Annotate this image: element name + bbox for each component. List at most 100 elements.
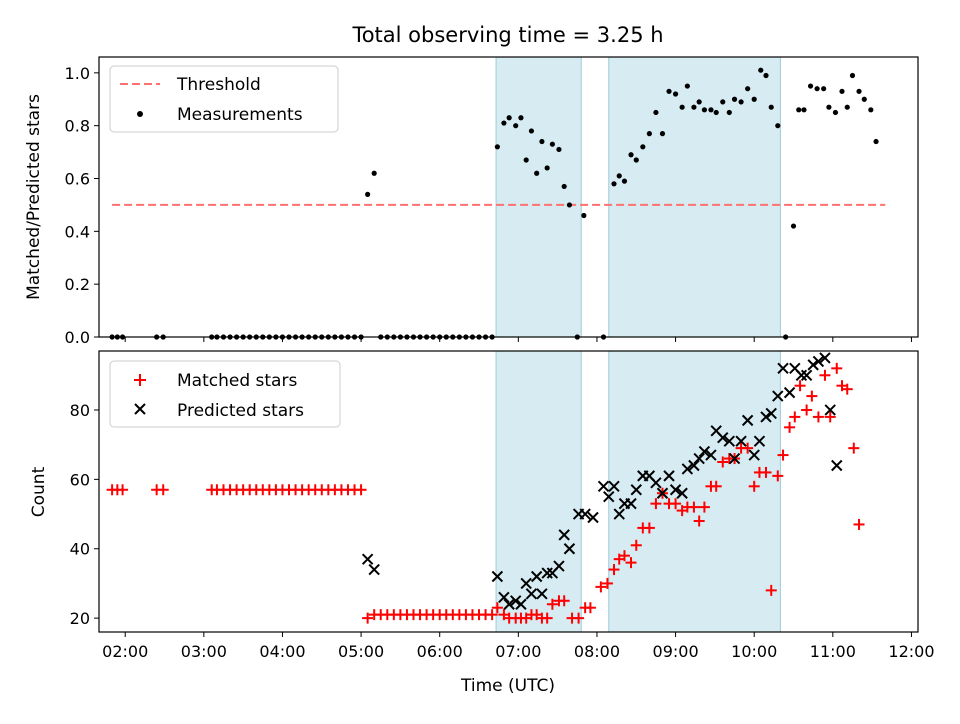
measurement-point xyxy=(696,99,702,105)
matched-star-point xyxy=(824,411,836,423)
matched-star-point xyxy=(841,383,853,395)
predicted-star-point xyxy=(597,480,610,493)
measurement-point xyxy=(659,131,666,137)
matched-star-point xyxy=(584,602,596,614)
x-tick-label: 07:00 xyxy=(495,642,541,661)
matched-star-point xyxy=(765,584,777,596)
predicted-star-point xyxy=(688,459,700,472)
predicted-star-point xyxy=(795,369,808,381)
matched-star-point xyxy=(117,484,129,496)
measurement-point xyxy=(556,146,562,153)
measurement-point xyxy=(494,144,500,150)
predicted-star-point xyxy=(525,588,538,600)
predicted-star-point xyxy=(728,452,741,465)
measurement-point xyxy=(873,138,879,145)
measurement-point xyxy=(861,96,867,102)
measurement-point xyxy=(856,88,862,94)
bottom-ylabel: Count xyxy=(29,466,49,517)
predicted-star-point xyxy=(491,570,504,583)
measurements-legend-swatch xyxy=(137,111,143,117)
observing-window-band xyxy=(495,350,582,633)
predicted-star-point xyxy=(760,411,772,423)
matched-star-point xyxy=(819,369,831,381)
measurement-point xyxy=(708,107,714,113)
matched-star-point xyxy=(717,456,729,468)
matched-legend-swatch xyxy=(134,374,146,386)
matched-star-point xyxy=(618,550,630,562)
x-tick-label: 03:00 xyxy=(181,642,227,661)
predicted-star-point xyxy=(705,449,717,461)
measurement-point xyxy=(616,173,622,179)
measurement-point xyxy=(640,144,646,150)
matched-star-point xyxy=(710,480,722,492)
legend-threshold: Threshold xyxy=(176,75,261,95)
predicted-star-point xyxy=(587,511,599,524)
predicted-star-point xyxy=(753,435,766,447)
measurement-point xyxy=(621,178,628,184)
predicted-star-point xyxy=(698,445,711,458)
top-axes-frame xyxy=(98,56,919,338)
y-tick-label: 80 xyxy=(70,401,90,420)
measurement-point xyxy=(539,138,545,145)
measurement-point xyxy=(544,165,550,171)
matched-star-point xyxy=(698,501,710,513)
y-tick-label: 0.8 xyxy=(65,117,90,136)
matched-star-point xyxy=(777,449,789,461)
measurement-point xyxy=(679,104,685,110)
measurement-point xyxy=(720,99,726,105)
predicted-star-point xyxy=(807,359,819,371)
y-tick-label: 0.6 xyxy=(65,170,90,189)
matched-star-point xyxy=(693,515,705,527)
measurement-point xyxy=(849,72,856,79)
measurement-point xyxy=(628,152,634,158)
matched-star-point xyxy=(812,411,824,423)
predicted-star-point xyxy=(503,598,515,610)
y-tick-label: 0.4 xyxy=(65,222,90,241)
ratio-panel: 0.0 0.2 0.4 0.6 0.8 1.0 Matched/Predicted sta… xyxy=(24,56,919,347)
predicted-star-point xyxy=(669,484,682,496)
matched-star-point xyxy=(491,602,503,614)
matched-star-point xyxy=(546,598,558,610)
measurement-point xyxy=(821,86,827,92)
predicted-star-point xyxy=(520,577,532,590)
matched-star-point xyxy=(558,595,570,607)
x-tick-label: 04:00 xyxy=(259,642,305,661)
matched-star-point xyxy=(630,539,642,551)
measurement-point xyxy=(839,88,845,94)
measurement-point xyxy=(611,181,617,187)
measurement-point xyxy=(549,141,555,147)
predicted-legend-swatch xyxy=(134,403,146,415)
measurement-point xyxy=(691,104,697,110)
predicted-star-point xyxy=(656,487,669,499)
matched-star-point xyxy=(573,612,585,624)
predicted-star-point xyxy=(693,452,705,465)
observing-window-band xyxy=(608,56,781,338)
matched-star-point xyxy=(848,442,860,454)
predicted-star-point xyxy=(563,543,576,555)
predicted-star-point xyxy=(553,560,565,572)
x-tick-label: 11:00 xyxy=(810,642,856,661)
y-tick-label: 1.0 xyxy=(65,64,90,83)
matched-star-point xyxy=(853,518,865,530)
measurement-point xyxy=(745,86,751,92)
predicted-star-point xyxy=(536,588,548,600)
x-axis-label: Time (UTC) xyxy=(460,676,555,696)
predicted-star-point xyxy=(812,355,825,368)
x-tick-label: 02:00 xyxy=(102,642,148,661)
matched-star-point xyxy=(362,612,374,624)
predicted-star-point xyxy=(368,563,380,576)
predicted-star-point xyxy=(608,480,620,493)
predicted-star-point xyxy=(824,404,836,416)
matched-star-point xyxy=(541,612,553,624)
predicted-star-point xyxy=(800,369,813,381)
predicted-star-point xyxy=(777,362,789,375)
measurement-point xyxy=(807,83,814,89)
matched-star-point xyxy=(650,498,662,510)
predicted-star-point xyxy=(530,570,543,583)
predicted-star-point xyxy=(630,484,642,496)
predicted-star-point xyxy=(650,477,662,489)
predicted-star-point xyxy=(498,591,510,604)
measurement-point xyxy=(581,212,587,219)
matched-star-point xyxy=(760,466,772,478)
matched-star-point xyxy=(601,577,613,589)
